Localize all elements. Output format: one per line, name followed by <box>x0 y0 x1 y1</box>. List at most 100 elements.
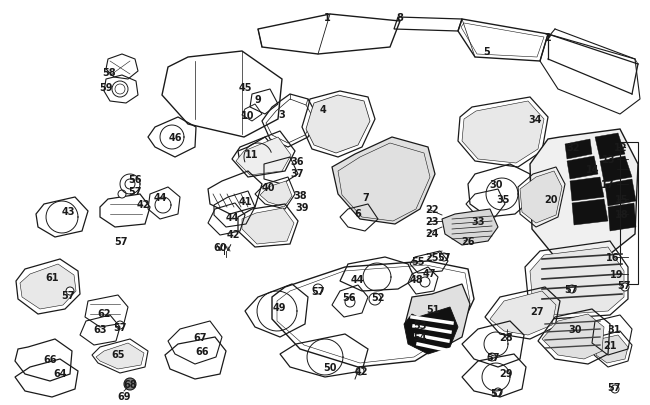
Text: 44: 44 <box>153 192 167 202</box>
Text: 57: 57 <box>311 286 325 296</box>
Text: 68: 68 <box>124 379 136 389</box>
Text: 52: 52 <box>371 292 385 302</box>
Polygon shape <box>405 284 470 349</box>
Text: 16: 16 <box>606 252 619 262</box>
Text: 27: 27 <box>530 306 544 316</box>
Polygon shape <box>570 177 604 202</box>
Text: 66: 66 <box>44 354 57 364</box>
Circle shape <box>356 367 364 375</box>
Circle shape <box>488 353 496 361</box>
Text: 42: 42 <box>354 366 368 376</box>
Text: 9: 9 <box>255 95 261 105</box>
Text: 57: 57 <box>564 284 578 294</box>
Text: 5: 5 <box>484 47 490 57</box>
Circle shape <box>621 284 629 291</box>
Text: 19: 19 <box>610 269 624 279</box>
Text: 34: 34 <box>528 115 541 125</box>
Text: 14: 14 <box>586 164 600 175</box>
Text: 18: 18 <box>615 209 629 220</box>
Text: 12: 12 <box>614 143 628 153</box>
Text: 25: 25 <box>425 252 439 262</box>
Text: 50: 50 <box>323 362 337 372</box>
Text: 59: 59 <box>99 83 112 93</box>
Text: 57: 57 <box>437 252 450 262</box>
Polygon shape <box>236 138 291 175</box>
Text: 37: 37 <box>291 168 304 179</box>
Polygon shape <box>442 209 498 245</box>
Circle shape <box>494 388 502 396</box>
Polygon shape <box>600 157 632 183</box>
Text: 57: 57 <box>618 280 630 290</box>
Text: 57: 57 <box>113 322 127 332</box>
Circle shape <box>345 297 355 307</box>
Text: 63: 63 <box>93 324 107 334</box>
Text: 55: 55 <box>411 256 424 266</box>
Text: 7: 7 <box>363 192 369 202</box>
Text: 53: 53 <box>413 320 427 330</box>
Circle shape <box>420 277 430 287</box>
Text: 44: 44 <box>226 213 239 222</box>
Text: 26: 26 <box>462 237 474 246</box>
Circle shape <box>440 254 448 261</box>
Polygon shape <box>490 291 556 335</box>
Text: 6: 6 <box>355 209 361 218</box>
Text: 49: 49 <box>272 302 286 312</box>
Text: 35: 35 <box>496 194 510 205</box>
Text: 20: 20 <box>544 194 558 205</box>
Text: 38: 38 <box>293 190 307 200</box>
Text: 28: 28 <box>499 332 513 342</box>
Polygon shape <box>596 335 628 363</box>
Polygon shape <box>542 314 604 359</box>
Text: 22: 22 <box>425 205 439 215</box>
Polygon shape <box>608 203 636 231</box>
Text: 30: 30 <box>489 179 502 190</box>
Text: 10: 10 <box>241 111 255 121</box>
Polygon shape <box>530 247 624 315</box>
Polygon shape <box>404 307 458 354</box>
Text: 43: 43 <box>61 207 75 216</box>
Polygon shape <box>605 179 636 207</box>
Text: 45: 45 <box>239 83 252 93</box>
Text: 42: 42 <box>136 200 150 209</box>
Text: 57: 57 <box>490 388 504 398</box>
Polygon shape <box>20 264 76 309</box>
Text: 65: 65 <box>111 349 125 359</box>
Polygon shape <box>306 96 370 153</box>
Text: 36: 36 <box>291 157 304 166</box>
Text: 69: 69 <box>117 391 131 401</box>
Text: 57: 57 <box>61 290 75 300</box>
Polygon shape <box>565 140 592 160</box>
Text: 61: 61 <box>46 272 58 282</box>
Text: 48: 48 <box>410 274 422 284</box>
Polygon shape <box>242 209 294 244</box>
Text: 57: 57 <box>114 237 128 246</box>
Circle shape <box>124 378 136 390</box>
Text: 21: 21 <box>603 340 617 350</box>
Circle shape <box>611 385 619 393</box>
Text: 29: 29 <box>499 368 513 378</box>
Text: 33: 33 <box>471 216 485 226</box>
Text: 24: 24 <box>425 228 439 239</box>
Text: 15: 15 <box>616 194 629 205</box>
Text: 67: 67 <box>193 332 207 342</box>
Text: 64: 64 <box>53 368 67 378</box>
Text: 56: 56 <box>343 292 356 302</box>
Text: 54: 54 <box>413 332 427 342</box>
Text: 57: 57 <box>486 352 500 362</box>
Circle shape <box>125 179 135 190</box>
Polygon shape <box>96 343 144 369</box>
Text: 1: 1 <box>324 13 330 23</box>
Text: 32: 32 <box>566 143 580 153</box>
Circle shape <box>118 190 126 198</box>
Text: 62: 62 <box>98 308 111 318</box>
Text: 2: 2 <box>545 33 551 43</box>
Text: 57: 57 <box>607 382 621 392</box>
Text: 42: 42 <box>226 230 240 239</box>
Text: 17: 17 <box>601 179 615 190</box>
Polygon shape <box>520 172 562 224</box>
Text: 11: 11 <box>245 149 259 160</box>
Circle shape <box>369 293 381 305</box>
Text: 51: 51 <box>426 304 440 314</box>
Polygon shape <box>462 102 544 164</box>
Text: 39: 39 <box>295 202 309 213</box>
